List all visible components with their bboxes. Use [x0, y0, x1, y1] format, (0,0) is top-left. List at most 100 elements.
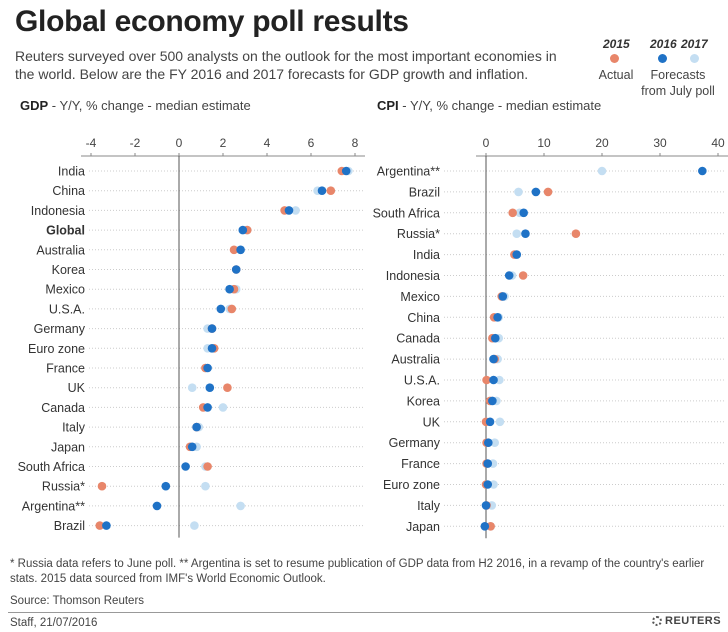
legend-year-2016: 2016: [650, 37, 677, 51]
footnote: * Russia data refers to June poll. ** Ar…: [10, 558, 705, 585]
legend-actual-label: Actual: [598, 68, 634, 82]
gdp-point-2016: [203, 363, 212, 373]
cpi-point-2016: [698, 166, 707, 176]
cpi-point-2016: [485, 417, 495, 427]
page-title: Global economy poll results: [15, 5, 409, 38]
cpi-point-2015: [571, 229, 581, 238]
legend-dot-2016: [658, 54, 667, 63]
gdp-category-label: France: [46, 362, 85, 376]
gdp-category-label: Global: [46, 224, 85, 238]
intro-text: Reuters surveyed over 500 analysts on th…: [15, 48, 557, 82]
cpi-category-label: Australia: [391, 353, 440, 367]
cpi-point-2016: [489, 354, 498, 364]
gdp-point-2016: [238, 225, 248, 235]
cpi-category-label: Germany: [389, 436, 441, 450]
cpi-point-2016: [484, 438, 493, 448]
cpi-panel-title: CPI - Y/Y, % change - median estimate: [377, 98, 601, 113]
staff-date: Staff, 21/07/2016: [10, 617, 98, 629]
cpi-point-2016: [493, 313, 502, 322]
gdp-category-label: India: [58, 165, 85, 179]
legend-forecast-label-1: Forecasts: [650, 68, 706, 82]
cpi-title-rest: - Y/Y, % change - median estimate: [398, 98, 602, 113]
cpi-point-2016: [488, 396, 497, 406]
gdp-category-label: Italy: [62, 421, 86, 435]
reuters-logo: REUTERS: [652, 615, 721, 627]
cpi-category-label: Russia*: [397, 227, 440, 241]
gdp-point-2015: [227, 304, 237, 314]
gdp-point-2016: [216, 304, 226, 314]
cpi-category-label: Mexico: [400, 290, 440, 304]
gdp-point-2016: [187, 442, 197, 452]
gdp-tick-label: 2: [220, 136, 227, 150]
cpi-point-2016: [483, 459, 493, 468]
cpi-category-label: Italy: [417, 499, 441, 513]
cpi-category-label: Brazil: [409, 185, 440, 199]
legend-dot-2015: [610, 54, 619, 63]
gdp-title-bold: GDP: [20, 98, 49, 113]
gdp-tick-label: 8: [352, 136, 359, 150]
cpi-point-2016: [519, 208, 528, 218]
cpi-point-2016: [489, 375, 498, 385]
cpi-category-label: India: [413, 248, 440, 262]
cpi-point-2016: [490, 333, 500, 343]
gdp-category-label: South Africa: [18, 460, 85, 474]
cpi-title-bold: CPI: [377, 98, 399, 113]
gdp-point-2016: [284, 206, 294, 215]
gdp-title-rest: - Y/Y, % change - median estimate: [48, 98, 251, 113]
gdp-category-label: Euro zone: [28, 342, 85, 356]
cpi-tick-label: 30: [653, 136, 667, 150]
gdp-category-label: Germany: [34, 322, 86, 336]
legend-forecast-label-2: from July poll: [641, 84, 715, 98]
gdp-point-2016: [205, 383, 215, 393]
cpi-point-2015: [482, 375, 491, 385]
gdp-category-label: Australia: [36, 243, 85, 257]
gdp-tick-label: -2: [130, 136, 141, 150]
gdp-point-2017: [291, 206, 300, 215]
gdp-category-label: Korea: [52, 263, 85, 277]
gdp-category-label: U.S.A.: [49, 302, 85, 316]
gdp-point-2017: [236, 501, 245, 511]
cpi-category-label: Indonesia: [386, 269, 440, 283]
cpi-point-2016: [531, 187, 541, 197]
gdp-point-2017: [187, 383, 197, 393]
cpi-category-label: U.S.A.: [404, 374, 440, 388]
cpi-tick-label: 0: [483, 136, 490, 150]
gdp-tick-label: 4: [264, 136, 271, 150]
gdp-point-2016: [225, 284, 234, 294]
gdp-category-label: China: [52, 184, 85, 198]
gdp-point-2015: [203, 462, 212, 471]
gdp-point-2015: [229, 245, 239, 255]
source-text: Source: Thomson Reuters: [10, 595, 145, 607]
legend-dot-2017: [690, 54, 699, 63]
reuters-logo-icon: [652, 616, 662, 627]
cpi-category-label: UK: [423, 415, 441, 429]
cpi-point-2017: [490, 438, 500, 448]
cpi-category-label: France: [401, 457, 440, 471]
cpi-category-label: Canada: [396, 332, 440, 346]
cpi-tick-label: 10: [537, 136, 551, 150]
cpi-category-label: China: [407, 311, 440, 325]
legend-year-2015: 2015: [603, 37, 630, 51]
cpi-point-2016: [483, 480, 493, 489]
cpi-point-2017: [597, 166, 607, 176]
gdp-tick-label: -4: [86, 136, 97, 150]
cpi-point-2016: [480, 522, 490, 531]
gdp-point-2015: [326, 186, 336, 195]
cpi-point-2016: [512, 250, 522, 259]
gdp-point-2016: [203, 403, 212, 412]
gdp-point-2016: [317, 186, 327, 195]
legend-year-2017: 2017: [681, 37, 708, 51]
cpi-point-2016: [498, 292, 508, 301]
reuters-logo-text: REUTERS: [665, 615, 722, 627]
gdp-point-2015: [97, 481, 107, 491]
cpi-point-2017: [495, 417, 505, 427]
gdp-point-2016: [207, 324, 217, 333]
gdp-category-label: Indonesia: [31, 204, 85, 218]
cpi-category-label: Euro zone: [383, 478, 440, 492]
gdp-point-2015: [223, 383, 232, 393]
cpi-point-2015: [508, 208, 517, 218]
cpi-category-label: Japan: [406, 520, 440, 534]
cpi-category-label: Argentina**: [377, 165, 440, 179]
cpi-point-2017: [512, 229, 522, 238]
